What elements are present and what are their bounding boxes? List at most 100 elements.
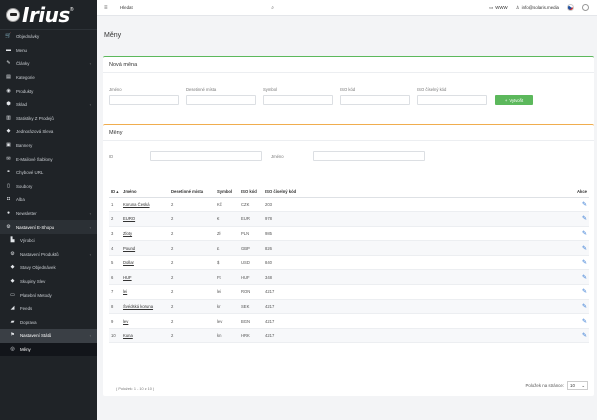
sidebar-item-6[interactable]: ▥ Statistiky Z Prodejů — [0, 112, 97, 126]
sidebar-item-4[interactable]: ◉ Produkty — [0, 84, 97, 98]
sidebar-item-2[interactable]: ✎ Články ‹ — [0, 57, 97, 71]
sidebar-item-22[interactable]: ⚑ Nastavení Států ‹ — [0, 329, 97, 343]
sidebar-item-label: Články — [16, 61, 30, 67]
sidebar-item-18[interactable]: ◆ Skupiny Slev — [0, 275, 97, 289]
edit-icon[interactable]: ✎ — [323, 328, 589, 344]
iso-input[interactable] — [340, 95, 410, 105]
edit-icon[interactable]: ✎ — [323, 269, 589, 286]
edit-icon[interactable]: ✎ — [323, 313, 589, 329]
search-input[interactable]: Hledat ⌕ — [117, 3, 277, 13]
envelope-icon: ✉ — [6, 155, 11, 162]
image-icon: ▣ — [6, 142, 11, 149]
table-header-row: ID ▴ Jméno Desetinné místa Symbol ISO kó… — [109, 187, 589, 198]
column-header-symbol[interactable]: Symbol — [215, 187, 239, 198]
sidebar-item-label: Newsletter — [16, 211, 37, 217]
column-header-iso[interactable]: ISO kód — [239, 187, 263, 198]
logo[interactable]: Irius ® — [0, 0, 97, 30]
edit-icon[interactable]: ✎ — [323, 284, 589, 300]
edit-icon[interactable]: ✎ — [323, 197, 589, 213]
currency-name-link[interactable]: Švédská koruna — [123, 303, 154, 309]
sidebar-item-label: Doprava — [20, 319, 37, 325]
cell-iso-num: 4217 — [263, 299, 323, 315]
www-link[interactable]: ▭ WWW — [489, 5, 508, 11]
currency-name-link[interactable]: EURO — [123, 216, 136, 222]
cell-symbol: kn — [215, 328, 239, 344]
filter-id-input[interactable] — [150, 151, 262, 161]
sidebar-item-12[interactable]: ◘ Alba — [0, 193, 97, 207]
new-currency-title: Nová měna — [109, 62, 138, 68]
sidebar-item-7[interactable]: ◆ Jednorázová Sleva — [0, 125, 97, 139]
cell-name: HUF — [121, 269, 169, 286]
sidebar-item-1[interactable]: ▬ Menu — [0, 44, 97, 58]
cell-decimals: 2 — [169, 269, 215, 286]
sidebar-item-9[interactable]: ✉ E-Mailové Šablony — [0, 152, 97, 166]
edit-icon[interactable]: ✎ — [323, 211, 589, 227]
sidebar-item-17[interactable]: ◆ Stavy Objednávek — [0, 261, 97, 275]
name-input[interactable] — [109, 95, 179, 105]
iso-num-input[interactable] — [417, 95, 487, 105]
search-icon[interactable]: ⌕ — [271, 4, 274, 11]
folder-icon: ▬ — [6, 46, 11, 53]
currency-name-link[interactable]: Koruna Česká — [123, 201, 150, 207]
chevron-icon: ‹ — [89, 61, 91, 67]
sidebar-item-label: Chybové URL — [16, 170, 44, 176]
column-header-id[interactable]: ID ▴ — [109, 187, 121, 198]
create-button-label: Vytvořit — [509, 97, 524, 103]
currency-name-link[interactable]: Zloty — [123, 230, 133, 236]
per-page-control: Položek na stránce: 10 ⌄ — [525, 381, 588, 390]
edit-icon[interactable]: ✎ — [323, 255, 589, 271]
new-currency-card: Nová měna Jméno Desetinné místa Symbol I… — [103, 56, 594, 133]
sidebar-item-label: Jednorázová Sleva — [16, 129, 54, 135]
cell-iso: GBP — [239, 240, 263, 256]
warehouse-icon: ⬢ — [6, 101, 11, 108]
currency-name-link[interactable]: Dollar — [123, 260, 134, 266]
sidebar-item-label: Stavy Objednávek — [20, 265, 56, 271]
sidebar-item-10[interactable]: ⚭ Chybové URL — [0, 166, 97, 180]
newsletter-icon: ● — [6, 210, 11, 217]
edit-icon[interactable]: ✎ — [323, 240, 589, 256]
language-flag-icon[interactable] — [567, 4, 574, 11]
create-button[interactable]: + Vytvořit — [495, 95, 533, 105]
sidebar-item-label: Objednávky — [16, 34, 40, 40]
cell-name: Dollar — [121, 255, 169, 271]
sidebar-item-8[interactable]: ▣ Bannery — [0, 139, 97, 153]
chart-icon: ▥ — [6, 114, 11, 121]
sidebar-item-19[interactable]: ▭ Platební Metody — [0, 288, 97, 302]
sidebar-item-11[interactable]: ▯ Soubory — [0, 180, 97, 194]
sidebar-item-5[interactable]: ⬢ Sklad ‹ — [0, 98, 97, 112]
column-header-actions: Akce — [323, 187, 589, 198]
sidebar-item-23[interactable]: ◎ Měny — [0, 342, 97, 357]
currency-name-link[interactable]: lev — [123, 318, 129, 324]
column-header-name[interactable]: Jméno — [121, 187, 169, 198]
sidebar-item-0[interactable]: 🛒 Objednávky — [0, 30, 97, 44]
edit-icon[interactable]: ✎ — [323, 299, 589, 315]
edit-icon[interactable]: ✎ — [323, 226, 589, 242]
sidebar-item-15[interactable]: ▙ Výrobci — [0, 234, 97, 248]
currency-name-link[interactable]: Kuna — [123, 333, 133, 339]
sidebar-item-20[interactable]: ◢ Feeds — [0, 302, 97, 316]
currency-name-link[interactable]: Pound — [123, 245, 136, 251]
column-header-decimals[interactable]: Desetinné místa — [169, 187, 215, 198]
cell-symbol: Kč — [215, 197, 239, 213]
filter-name-input[interactable] — [313, 151, 425, 161]
per-page-select[interactable]: 10 ⌄ — [567, 381, 588, 390]
sidebar-item-21[interactable]: ▰ Doprava — [0, 315, 97, 329]
sidebar-item-14[interactable]: ⚙ Nastavení E-Shopu ‹ — [0, 220, 97, 234]
cell-iso: SEK — [239, 299, 263, 315]
column-header-iso-num[interactable]: ISO číselný kód — [263, 187, 323, 198]
user-menu[interactable]: ♙ info@solaris.media — [516, 5, 559, 11]
main-content: Měny Nová měna Jméno Desetinné místa Sym… — [97, 16, 597, 420]
hamburger-icon[interactable]: ≡ — [104, 4, 108, 11]
symbol-input[interactable] — [263, 95, 333, 105]
sidebar-item-13[interactable]: ● Newsletter ‹ — [0, 207, 97, 221]
gear-icon: ⚙ — [10, 250, 15, 257]
settings-icon[interactable] — [582, 4, 589, 11]
cell-id: 8 — [109, 299, 121, 315]
sidebar: Irius ® 🛒 Objednávky ▬ Menu ✎ Články ‹ ▤ Kategor… — [0, 0, 97, 420]
sidebar-item-label: Bannery — [16, 143, 33, 149]
sidebar-item-3[interactable]: ▤ Kategorie — [0, 71, 97, 85]
decimals-input[interactable] — [186, 95, 256, 105]
currency-name-link[interactable]: lei — [123, 289, 128, 295]
sidebar-item-16[interactable]: ⚙ Nastavení Produktů ‹ — [0, 248, 97, 262]
currency-name-link[interactable]: HUF — [123, 274, 132, 280]
